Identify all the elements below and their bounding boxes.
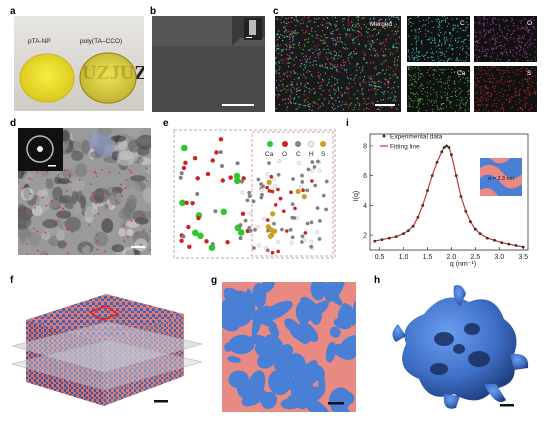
data-point: [406, 229, 410, 233]
panel-g-slice: [222, 282, 356, 412]
data-point: [380, 238, 384, 241]
disc-poly-ta-cco: [79, 52, 137, 104]
plot-frame: [369, 133, 529, 251]
scale-bar: [222, 104, 254, 106]
disc-pta-np: [19, 53, 75, 103]
panel-label-i: i: [346, 118, 349, 129]
panel-label-h: h: [374, 275, 381, 286]
panel-f-3d-volume: [8, 284, 206, 414]
label-s: S: [527, 70, 532, 77]
x-tick-label: 2.5: [470, 254, 480, 261]
x-tick-label: 1.0: [399, 254, 409, 261]
scale-bar: [131, 246, 145, 248]
panel-label-g: g: [211, 275, 218, 286]
data-point: [402, 232, 405, 235]
data-point: [500, 241, 504, 244]
panel-b-sem: [152, 16, 265, 112]
scale-bar: [500, 404, 514, 407]
element-legend: Ca O C H S: [265, 140, 326, 158]
inset-d: d = 3.3 nm: [488, 176, 515, 182]
data-point: [421, 204, 425, 207]
svg-text:O: O: [282, 151, 287, 158]
x-tick-label: 2.0: [447, 254, 457, 261]
data-point: [430, 174, 434, 177]
data-point: [521, 245, 525, 249]
panel-h-isosurface: [384, 284, 534, 416]
panel-label-d: d: [10, 118, 17, 129]
panel-label-f: f: [10, 275, 14, 286]
panel-i-chart: 0.5 1.0 1.5 2.0 2.5 3.0 3.5 2 4 6 8 q (nm⁻¹) I(q) …: [348, 126, 540, 271]
label-c: C: [460, 20, 465, 27]
structure-inset: d = 3.3 nm: [480, 158, 522, 196]
x-tick-label: 3.5: [518, 254, 528, 261]
panel-c-eds: Merged C O Ca S: [275, 16, 537, 112]
svg-text:S: S: [321, 151, 326, 158]
slice-plane: [11, 321, 203, 373]
panel-label-c: c: [273, 6, 279, 17]
x-tick-label: 3.0: [494, 254, 504, 261]
data-point: [411, 224, 415, 228]
data-point: [514, 244, 518, 247]
x-tick-label: 0.5: [375, 254, 385, 261]
scale-bar: [154, 400, 168, 403]
roi-box: [88, 305, 120, 321]
label-ca: Ca: [457, 70, 466, 77]
y-tick-label: 4: [363, 203, 367, 210]
panel-label-b: b: [150, 6, 157, 17]
panel-d-tem: [18, 128, 151, 255]
data-point: [416, 215, 420, 219]
data-point: [454, 174, 458, 177]
data-point: [469, 220, 472, 224]
data-point: [478, 232, 482, 235]
y-axis-label: I(q): [353, 191, 360, 202]
data-point: [485, 236, 489, 240]
data-point: [464, 209, 468, 213]
svg-text:H: H: [309, 151, 314, 158]
data-point: [387, 236, 391, 240]
data-point: [459, 195, 463, 198]
data-point: [426, 189, 429, 192]
data-point: [394, 235, 398, 238]
merged-map: [275, 16, 401, 112]
caption-pta-np: pTA-NP: [28, 38, 51, 45]
data-point: [373, 239, 377, 243]
scale-bar: [328, 402, 344, 405]
data-point: [473, 227, 477, 231]
legend-exp: Experimental data: [390, 134, 443, 141]
y-tick-label: 8: [363, 143, 367, 150]
label-o: O: [527, 20, 532, 27]
data-point: [507, 242, 511, 246]
data-point: [445, 144, 448, 148]
panel-a-photo: UZJUZ pTA-NP poly(TA–CCO): [14, 16, 144, 111]
scale-bar: [375, 104, 395, 106]
data-point: [442, 146, 446, 149]
panel-label-a: a: [10, 6, 16, 17]
data-point: [450, 153, 453, 157]
x-axis-label: q (nm⁻¹): [450, 261, 476, 268]
svg-text:Ca: Ca: [265, 151, 274, 158]
svg-text:C: C: [296, 151, 301, 158]
data-point: [435, 160, 439, 164]
legend-fit: Fitting line: [390, 144, 420, 151]
y-tick-label: 2: [363, 233, 367, 240]
chart-legend: Experimental data Fitting line: [380, 134, 443, 151]
map-s: [474, 66, 537, 112]
data-point: [447, 146, 451, 149]
data-point: [493, 238, 496, 242]
x-tick-label: 1.5: [423, 254, 433, 261]
merged-label: Merged: [370, 21, 392, 28]
caption-poly-ta-cco: poly(TA–CCO): [80, 38, 122, 45]
panel-label-e: e: [163, 118, 169, 129]
panel-e-structure: Ca O C H S: [172, 128, 337, 260]
y-tick-label: 6: [363, 173, 367, 180]
data-point: [440, 150, 444, 154]
